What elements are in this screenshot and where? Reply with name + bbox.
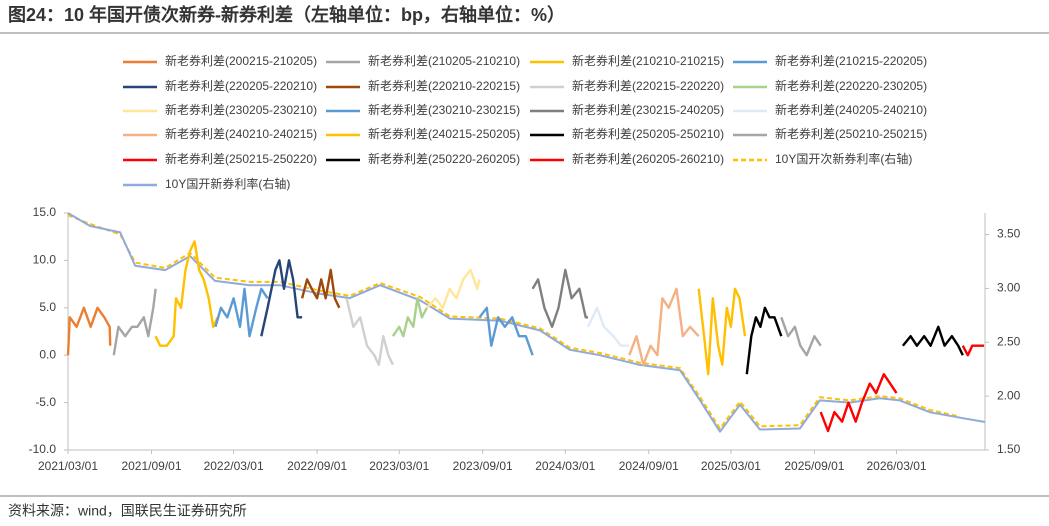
x-tick-label: 2023/09/01	[453, 459, 513, 473]
x-tick-label: 2023/03/01	[369, 459, 429, 473]
x-tick-label: 2021/09/01	[121, 459, 181, 473]
legend-label: 新老券利差(240210-240215)	[165, 126, 317, 141]
legend-label: 新老券利差(240215-250205)	[368, 126, 520, 141]
legend-label: 新老券利差(210210-210215)	[572, 53, 724, 68]
y-tick-label: 10.0	[33, 253, 57, 267]
legend-label: 新老券利差(240205-240210)	[775, 102, 927, 117]
legend-label: 新老券利差(230205-230210)	[165, 102, 317, 117]
y-tick-label: -5.0	[35, 395, 56, 409]
y2-tick-label: 1.50	[997, 442, 1021, 456]
series-line	[300, 268, 341, 309]
series-line	[112, 288, 157, 356]
series-line	[531, 268, 588, 328]
series-line	[154, 240, 219, 347]
series-line	[66, 306, 112, 356]
legend-label: 新老券利差(230210-230215)	[368, 102, 520, 117]
series-line	[780, 316, 822, 357]
legend-label: 新老券利差(250210-250215)	[775, 126, 927, 141]
legend-label: 新老券利差(250215-250220)	[165, 151, 317, 166]
series-line	[819, 373, 898, 433]
x-tick-label: 2024/03/01	[535, 459, 595, 473]
y-tick-label: 15.0	[33, 205, 57, 219]
legend-label: 新老券利差(210215-220205)	[775, 53, 927, 68]
chart-title: 图24：10 年国开债次新券-新券利差（左轴单位：bp，右轴单位：%）	[8, 4, 565, 25]
x-tick-label: 2022/03/01	[204, 459, 264, 473]
legend-label: 新老券利差(250220-260205)	[368, 151, 520, 166]
x-tick-label: 2025/09/01	[784, 459, 844, 473]
y2-tick-label: 3.50	[997, 227, 1021, 241]
series-line	[901, 325, 964, 356]
legend-label: 新老券利差(220205-220210)	[165, 78, 317, 93]
series-line	[478, 306, 534, 356]
legend-label: 10Y国开新券利率(右轴)	[165, 176, 290, 191]
legend-label: 新老券利差(220220-230205)	[775, 78, 927, 93]
y-tick-label: 5.0	[39, 300, 56, 314]
series-line	[391, 297, 428, 338]
x-tick-label: 2021/03/01	[38, 459, 98, 473]
y2-tick-label: 2.00	[997, 388, 1021, 402]
series-line	[745, 306, 783, 375]
series-line	[214, 287, 269, 338]
x-tick-label: 2025/03/01	[701, 459, 761, 473]
legend-label: 新老券利差(230215-240205)	[572, 102, 724, 117]
legend-label: 新老券利差(220215-220220)	[572, 78, 724, 93]
y-tick-label: -10.0	[29, 442, 57, 456]
y2-tick-label: 2.50	[997, 334, 1021, 348]
x-tick-label: 2024/09/01	[619, 459, 679, 473]
series-line	[697, 287, 747, 376]
legend-label: 新老券利差(250205-250210)	[572, 126, 724, 141]
series-line	[67, 212, 986, 433]
series-line	[628, 287, 700, 366]
legend-label: 新老券利差(220210-220215)	[368, 78, 520, 93]
y-tick-label: 0.0	[39, 347, 56, 361]
x-tick-label: 2022/09/01	[287, 459, 347, 473]
legend-label: 新老券利差(260205-260210)	[572, 151, 724, 166]
y2-tick-label: 3.00	[997, 281, 1021, 295]
legend-label: 新老券利差(200215-210205)	[165, 53, 317, 68]
legend-label: 新老券利差(210205-210210)	[368, 53, 520, 68]
series-line	[345, 298, 394, 366]
x-tick-label: 2026/03/01	[866, 459, 926, 473]
series-line	[961, 344, 985, 357]
legend-label: 10Y国开次新券利率(右轴)	[775, 151, 912, 166]
series-line	[260, 259, 303, 337]
series-line	[586, 306, 630, 347]
series-line	[426, 268, 481, 309]
source-note: 资料来源：wind，国联民生证券研究所	[8, 503, 247, 519]
